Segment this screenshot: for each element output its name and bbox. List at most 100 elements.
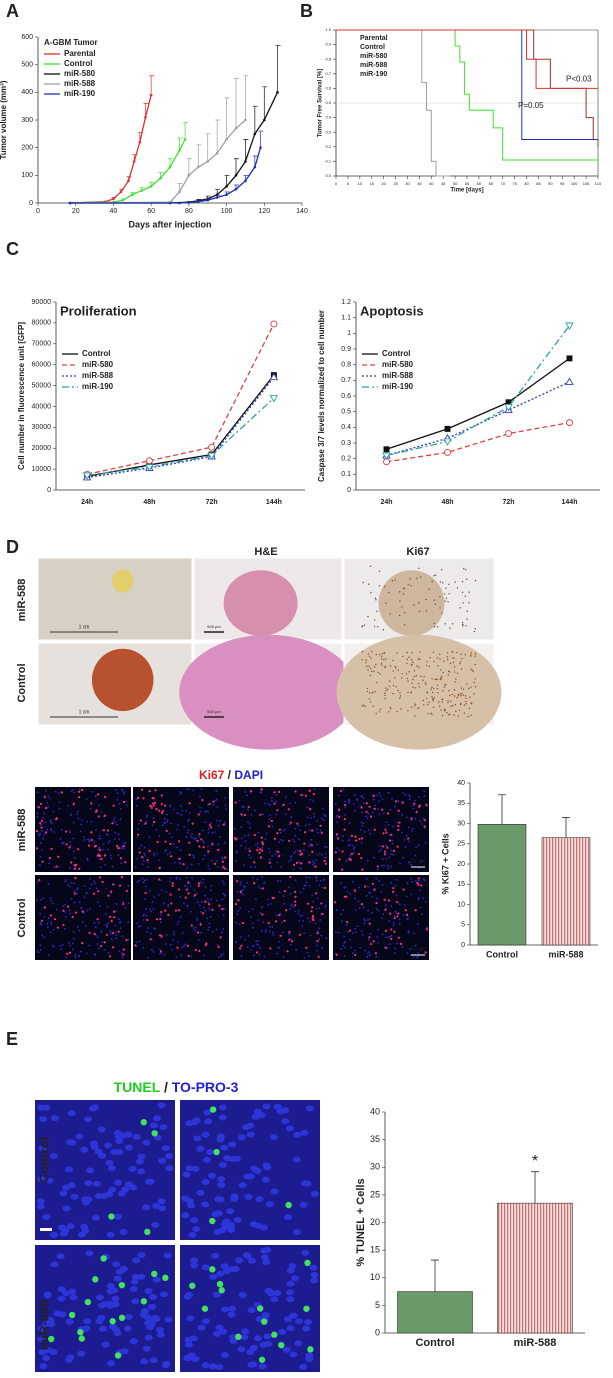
nucleus	[187, 829, 189, 832]
nucleus	[348, 838, 351, 841]
ki67-cell	[65, 843, 68, 846]
nucleus	[176, 828, 178, 831]
ki67-cell	[320, 831, 323, 834]
nucleus	[99, 837, 102, 840]
nucleus	[399, 862, 401, 865]
nucleus	[180, 813, 183, 816]
cell	[448, 583, 450, 585]
nucleus	[247, 821, 250, 824]
nucleus	[268, 847, 270, 850]
ki67-cell	[247, 806, 250, 809]
cell	[453, 695, 456, 697]
ki67-cell	[350, 852, 354, 855]
nucleus	[344, 806, 347, 809]
cell	[368, 698, 371, 700]
nucleus	[140, 1358, 149, 1365]
nucleus	[188, 811, 191, 814]
nucleus	[306, 806, 309, 809]
cell	[361, 705, 363, 707]
nucleus	[163, 821, 166, 824]
nucleus	[219, 1328, 228, 1335]
ki67-cell	[397, 912, 400, 915]
nucleus	[95, 887, 98, 890]
nucleus	[49, 897, 52, 900]
nucleus	[186, 831, 189, 834]
nucleus	[104, 1142, 113, 1149]
nucleus	[171, 836, 174, 839]
nucleus	[393, 952, 396, 955]
nucleus	[187, 819, 189, 822]
ki67-cell	[60, 791, 63, 794]
nucleus	[113, 816, 116, 819]
annotation: P=0.05	[518, 101, 544, 110]
cell	[406, 651, 408, 654]
nucleus	[160, 951, 163, 954]
nucleus	[73, 856, 76, 859]
point	[262, 118, 266, 122]
nucleus	[244, 938, 246, 941]
cell	[398, 614, 401, 617]
row-label: miR-588	[16, 809, 28, 852]
nucleus	[72, 931, 75, 933]
nucleus	[60, 948, 63, 950]
x-tick-label: 40	[429, 181, 434, 186]
nucleus	[81, 1227, 90, 1234]
nucleus	[81, 921, 84, 924]
cell	[467, 715, 469, 718]
nucleus	[137, 1252, 146, 1259]
nucleus	[342, 835, 344, 838]
ki67-cell	[97, 793, 100, 796]
cell	[400, 708, 402, 710]
nucleus	[218, 1161, 227, 1168]
point	[269, 395, 279, 403]
ki67-cell	[324, 886, 327, 889]
nucleus	[319, 829, 322, 832]
point	[444, 425, 451, 432]
nucleus	[365, 895, 368, 897]
y-tick-label: 80000	[32, 320, 52, 327]
nucleus	[389, 935, 391, 938]
nucleus	[242, 888, 245, 891]
ki67-cell	[56, 926, 59, 929]
nucleus	[73, 791, 76, 794]
nucleus	[246, 1131, 255, 1138]
nucleus	[149, 889, 152, 892]
nucleus	[187, 1202, 196, 1209]
nucleus	[316, 949, 319, 952]
y-tick-label: 10	[370, 1272, 380, 1282]
nucleus	[145, 816, 148, 819]
cell	[423, 675, 425, 678]
nucleus	[165, 1165, 174, 1172]
cell	[370, 651, 373, 653]
nucleus	[62, 905, 64, 908]
y-axis-label: Caspase 3/7 levels normalized to cell nu…	[317, 310, 326, 482]
nucleus	[320, 934, 323, 937]
ki67-cell	[371, 882, 374, 885]
row-label: Control	[16, 898, 28, 937]
nucleus	[269, 804, 272, 806]
nucleus	[396, 821, 399, 824]
cell	[459, 662, 461, 665]
nucleus	[121, 789, 124, 792]
nucleus	[80, 907, 83, 910]
nucleus	[81, 819, 84, 822]
nucleus	[394, 805, 397, 808]
nucleus	[135, 941, 138, 944]
nucleus	[395, 911, 398, 914]
nucleus	[147, 861, 150, 864]
cell	[361, 625, 364, 627]
ki67-cell	[112, 804, 115, 807]
nucleus	[159, 948, 161, 951]
nucleus	[219, 819, 222, 822]
ki67-cell	[394, 800, 398, 803]
nucleus	[383, 864, 385, 867]
cell	[459, 693, 462, 695]
ki67-cell	[106, 829, 110, 832]
nucleus	[88, 839, 91, 842]
nucleus	[408, 826, 410, 829]
nucleus	[263, 1333, 272, 1340]
nucleus	[243, 1252, 252, 1259]
nucleus	[110, 1148, 119, 1155]
nucleus	[180, 954, 183, 956]
nucleus	[267, 903, 269, 906]
